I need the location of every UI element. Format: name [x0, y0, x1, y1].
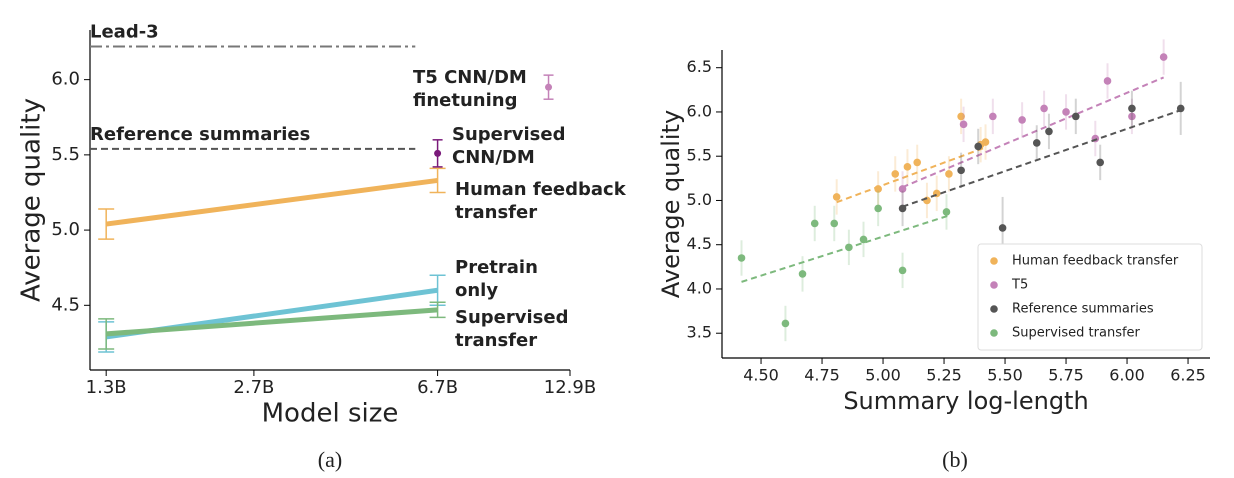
series-label: Supervised [452, 124, 565, 145]
y-tick-label: 5.5 [687, 146, 712, 165]
point [798, 270, 807, 278]
x-axis-label: Model size [262, 399, 399, 429]
point [898, 185, 907, 193]
y-tick-label: 5.5 [51, 144, 80, 165]
point [898, 204, 907, 213]
x-tick-label: 6.7B [417, 377, 458, 398]
trend-line [836, 146, 986, 204]
point [1159, 53, 1168, 61]
y-tick-label: 6.5 [687, 57, 712, 76]
point [1062, 108, 1070, 116]
x-tick-label: 5.25 [926, 366, 962, 385]
point [434, 149, 442, 157]
y-tick-label: 3.5 [687, 323, 712, 342]
point [545, 83, 553, 91]
series-line [105, 307, 438, 337]
legend-label: T5 [1011, 278, 1028, 293]
point [1040, 104, 1048, 113]
point [913, 158, 921, 167]
trend-line [902, 76, 1165, 189]
series-label: T5 CNN/DM [413, 67, 527, 88]
trend-line [741, 214, 950, 283]
point [898, 266, 907, 275]
x-tick-label: 6.00 [1109, 366, 1145, 385]
point [845, 243, 853, 252]
x-tick-label: 4.50 [743, 366, 779, 385]
y-tick-label: 4.5 [51, 294, 80, 315]
x-tick-label: 5.50 [987, 366, 1023, 385]
point [1103, 77, 1112, 85]
point [974, 142, 982, 151]
point [832, 193, 841, 201]
point [1176, 104, 1185, 113]
x-tick-label: 2.7B [233, 377, 274, 398]
x-tick-label: 5.00 [865, 366, 901, 385]
point [781, 319, 790, 328]
caption: (b) [942, 447, 968, 472]
legend-marker [990, 329, 998, 337]
series-label: transfer [455, 330, 537, 351]
trend-line [902, 109, 1182, 208]
x-axis-label: Summary log-length [843, 387, 1088, 415]
legend-label: Human feedback transfer [1012, 254, 1179, 269]
reference-label: Reference summaries [90, 124, 310, 145]
point [1096, 158, 1104, 167]
x-tick-label: 12.9B [544, 377, 596, 398]
y-axis-label: Average quality [17, 98, 47, 302]
point [959, 120, 968, 129]
point [957, 112, 965, 121]
point [1018, 116, 1026, 124]
point [1128, 112, 1136, 121]
point [1032, 139, 1041, 147]
y-tick-label: 4.5 [687, 234, 712, 253]
legend-marker [990, 257, 998, 265]
point [859, 235, 868, 244]
legend-label: Reference summaries [1012, 302, 1154, 317]
caption: (a) [318, 447, 342, 472]
point [998, 224, 1007, 232]
point [903, 163, 912, 171]
y-tick-label: 5.0 [51, 219, 80, 240]
series-label: only [455, 280, 498, 301]
legend-marker [990, 281, 998, 289]
series-label: Supervised [455, 307, 568, 328]
series-label: transfer [455, 202, 537, 223]
y-tick-label: 6.0 [687, 101, 712, 120]
y-tick-label: 4.0 [687, 278, 712, 297]
legend-label: Supervised transfer [1012, 326, 1141, 341]
y-axis-label: Average quality [657, 110, 685, 298]
series-label: Pretrain [455, 257, 538, 278]
point [957, 166, 965, 175]
series-label: Human feedback [455, 179, 627, 200]
point [810, 219, 819, 228]
x-tick-label: 4.75 [804, 366, 840, 385]
point [1072, 112, 1080, 121]
point [830, 219, 839, 228]
legend-marker [990, 305, 998, 313]
series-line [105, 177, 438, 227]
series-label: finetuning [413, 90, 517, 111]
point [1045, 127, 1053, 136]
point [1128, 104, 1136, 113]
point [874, 185, 882, 193]
reference-label: Lead-3 [90, 22, 159, 43]
point [989, 112, 997, 121]
point [945, 170, 953, 178]
x-tick-label: 1.3B [86, 377, 127, 398]
y-tick-label: 5.0 [687, 190, 712, 209]
x-tick-label: 6.25 [1170, 366, 1206, 385]
legend-box [977, 243, 1203, 351]
point [942, 208, 951, 216]
point [891, 170, 900, 178]
series-label: CNN/DM [452, 147, 535, 168]
point [874, 204, 882, 213]
point [981, 138, 990, 146]
y-tick-label: 6.0 [51, 69, 80, 90]
point [737, 254, 746, 262]
x-tick-label: 5.75 [1048, 366, 1084, 385]
